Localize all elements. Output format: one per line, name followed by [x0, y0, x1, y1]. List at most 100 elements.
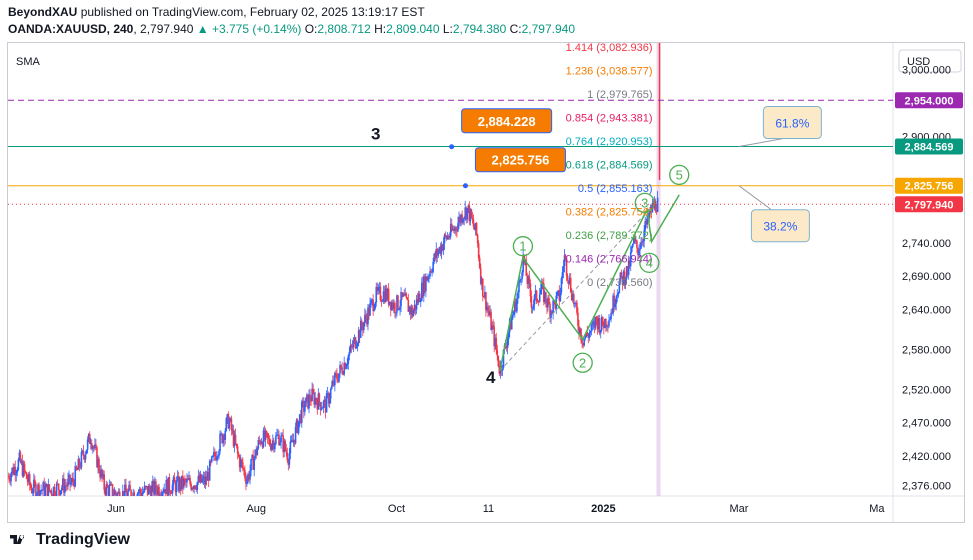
- fib-level-label: 0.5 (2,855.163): [578, 183, 653, 195]
- candle-body: [257, 440, 260, 449]
- candle-body: [282, 435, 284, 452]
- candle-body: [38, 484, 40, 496]
- candle-body: [598, 318, 601, 334]
- candle-body: [593, 321, 596, 328]
- fib-level-label: 0.854 (2,943.381): [566, 113, 653, 125]
- candle-body: [510, 318, 513, 330]
- candle-body: [59, 490, 62, 495]
- candle-body: [514, 300, 516, 312]
- candle-body: [36, 494, 38, 496]
- candle-body: [493, 326, 495, 347]
- candle-body: [628, 260, 631, 267]
- candle-body: [249, 470, 251, 480]
- candle-body: [42, 482, 44, 491]
- candle-body: [459, 216, 461, 223]
- candle-body: [100, 469, 102, 478]
- price-line-tag: [895, 92, 963, 109]
- candle-body: [170, 493, 173, 495]
- fib-level-label: 0.618 (2,884.569): [566, 160, 653, 172]
- candle-body: [195, 488, 198, 490]
- fib-level-label: 1.414 (3,082.936): [566, 42, 653, 54]
- candle-body: [532, 304, 535, 308]
- candle-body: [439, 247, 442, 254]
- candle-body: [279, 442, 281, 446]
- open-label: O:: [304, 22, 318, 36]
- candle-body: [14, 466, 17, 476]
- candle-body: [537, 301, 540, 303]
- candle-body: [313, 392, 315, 405]
- candle-body: [55, 483, 58, 496]
- candle-body: [16, 469, 19, 473]
- percent-pointer: [738, 185, 772, 211]
- candle-body: [240, 459, 243, 463]
- candle-body: [618, 281, 621, 294]
- candle-body: [33, 479, 35, 493]
- candle-body: [48, 484, 51, 491]
- candle-body: [290, 440, 293, 442]
- candle-body: [285, 449, 288, 453]
- candle-body: [568, 277, 571, 284]
- candle-body: [102, 474, 104, 478]
- price-line-tag: [895, 138, 963, 155]
- low-label: L:: [442, 22, 453, 36]
- symbol-quote: OANDA:XAUUSD, 240, 2,797.940 ▲ +3.775 (+…: [8, 22, 575, 36]
- candle-body: [375, 286, 378, 303]
- candle-body: [506, 339, 509, 348]
- x-tick-label: Ma: [869, 503, 885, 515]
- candle-body: [483, 296, 485, 298]
- candle-body: [122, 490, 124, 496]
- candle-body: [277, 434, 279, 436]
- footer: TradingView: [8, 531, 130, 549]
- candle-body: [545, 292, 547, 303]
- candle-body: [178, 478, 181, 491]
- candle-body: [26, 478, 29, 482]
- candle-body: [185, 479, 187, 483]
- candle-body: [304, 406, 306, 412]
- candle-body: [369, 303, 371, 316]
- candle-body: [114, 490, 117, 495]
- candle-body: [127, 491, 129, 496]
- candle-body: [314, 397, 317, 405]
- currency-label: USD: [907, 56, 930, 68]
- candle-body: [613, 295, 615, 308]
- candle-body: [264, 430, 267, 440]
- candle-body: [390, 302, 393, 310]
- y-tick-label: 2,740.000: [902, 238, 951, 250]
- candle-body: [648, 212, 651, 219]
- candle-body: [326, 392, 329, 394]
- candle-body: [349, 345, 352, 352]
- candle-body: [496, 349, 499, 356]
- candle-body: [448, 236, 451, 238]
- candle-body: [183, 479, 185, 488]
- candle-body: [655, 210, 658, 212]
- candle-body: [339, 364, 341, 374]
- candle-body: [276, 435, 278, 436]
- candle-body: [640, 242, 642, 249]
- candle-body: [207, 472, 210, 481]
- candle-body: [15, 472, 18, 476]
- candle-body: [382, 291, 385, 301]
- candle-body: [656, 197, 659, 212]
- symbol-name[interactable]: OANDA:XAUUSD, 240: [8, 22, 134, 36]
- candle-body: [513, 311, 515, 315]
- author-name[interactable]: BeyondXAU: [8, 5, 78, 19]
- candle-body: [94, 444, 96, 448]
- candle-body: [295, 419, 298, 427]
- candle-body: [511, 314, 514, 319]
- candle-body: [468, 205, 471, 222]
- candle-body: [438, 247, 441, 252]
- publish-header: BeyondXAU published on TradingView.com, …: [8, 4, 425, 20]
- price-line-tag: [895, 196, 963, 213]
- candle-body: [473, 226, 476, 231]
- candle-body: [588, 333, 591, 338]
- candle-body: [315, 397, 318, 403]
- candle-body: [549, 303, 551, 318]
- candle-body: [316, 402, 319, 410]
- candle-body: [104, 489, 107, 496]
- candle-body: [270, 444, 273, 450]
- candle-body: [227, 414, 230, 429]
- candle-body: [275, 435, 277, 444]
- x-tick-label: Oct: [388, 503, 405, 515]
- candle-body: [165, 479, 168, 494]
